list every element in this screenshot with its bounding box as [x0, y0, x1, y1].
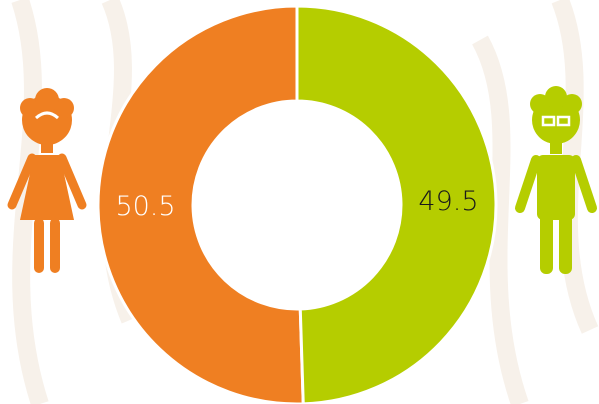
curl: [54, 98, 74, 118]
arm: [515, 155, 541, 213]
curl: [545, 86, 567, 108]
male-icon: [515, 86, 597, 274]
arm: [57, 153, 87, 210]
value-label: 50.5: [115, 191, 175, 222]
curl: [35, 88, 59, 112]
donut-segment: [295, 4, 498, 404]
torso: [537, 155, 575, 220]
curl: [562, 94, 582, 114]
donut-segment: [96, 4, 305, 404]
face: [34, 111, 60, 120]
glasses: [556, 115, 571, 127]
swirl: [11, 0, 49, 404]
leg: [50, 218, 60, 273]
arm: [7, 153, 37, 210]
curl: [20, 98, 40, 118]
swirl: [472, 35, 529, 404]
leg: [540, 212, 553, 274]
arm: [571, 155, 597, 213]
value-label: 49.5: [418, 186, 478, 217]
glasses: [541, 115, 556, 127]
leg: [559, 212, 572, 274]
neck: [41, 143, 53, 153]
female-icon: [7, 88, 87, 273]
leg: [34, 218, 44, 273]
dress: [20, 155, 74, 220]
neck: [550, 142, 562, 154]
curl: [530, 94, 550, 114]
